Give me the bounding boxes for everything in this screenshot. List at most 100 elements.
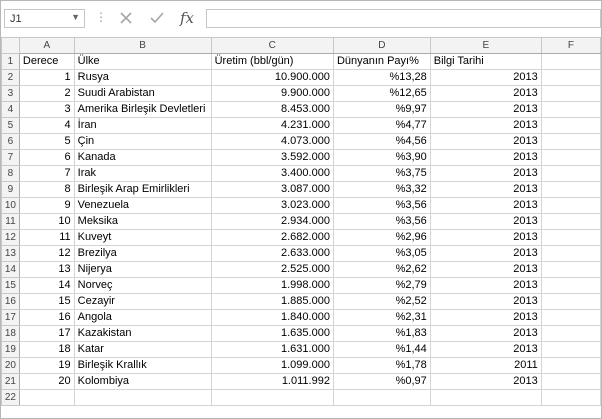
cell[interactable] <box>540 373 601 390</box>
row-header[interactable]: 4 <box>1 101 20 118</box>
cell-world-share[interactable]: %1,83 <box>332 325 431 342</box>
cell-production[interactable]: 1.011.992 <box>210 373 334 390</box>
insert-function-icon[interactable]: fx <box>179 9 194 27</box>
check-icon[interactable] <box>145 6 169 30</box>
header-cell-world-share[interactable]: Dünyanın Payı% <box>332 53 431 70</box>
cell-world-share[interactable]: %1,78 <box>332 357 431 374</box>
cell-country[interactable] <box>73 389 212 406</box>
row-header[interactable]: 14 <box>1 261 20 278</box>
cell-production[interactable]: 4.231.000 <box>210 117 334 134</box>
cell[interactable] <box>540 213 601 230</box>
cell-rank[interactable]: 16 <box>18 309 75 326</box>
cell-world-share[interactable]: %2,79 <box>332 277 431 294</box>
row-header[interactable]: 17 <box>1 309 20 326</box>
cell-rank[interactable]: 2 <box>18 85 75 102</box>
cell-country[interactable]: Kolombiya <box>73 373 212 390</box>
cell-world-share[interactable]: %12,65 <box>332 85 431 102</box>
cell-country[interactable]: Nijerya <box>73 261 212 278</box>
cell-data-date[interactable]: 2013 <box>429 261 542 278</box>
cell-production[interactable]: 1.998.000 <box>210 277 334 294</box>
cell[interactable] <box>540 357 601 374</box>
row-header[interactable]: 21 <box>1 373 20 390</box>
cell-rank[interactable]: 8 <box>18 181 75 198</box>
cell-production[interactable] <box>210 389 334 406</box>
row-header[interactable]: 15 <box>1 277 20 294</box>
cell-rank[interactable]: 5 <box>18 133 75 150</box>
cell-country[interactable]: Suudi Arabistan <box>73 85 212 102</box>
cell-data-date[interactable]: 2013 <box>429 181 542 198</box>
formula-input[interactable] <box>206 9 601 28</box>
row-header[interactable]: 9 <box>1 181 20 198</box>
column-header-f[interactable]: F <box>540 37 601 54</box>
select-all-corner[interactable] <box>1 37 20 54</box>
cell-country[interactable]: Meksika <box>73 213 212 230</box>
cell[interactable] <box>540 117 601 134</box>
cell-production[interactable]: 3.087.000 <box>210 181 334 198</box>
cell[interactable] <box>540 85 601 102</box>
cell-country[interactable]: Norveç <box>73 277 212 294</box>
cell[interactable] <box>540 277 601 294</box>
cell-world-share[interactable]: %3,90 <box>332 149 431 166</box>
cell-country[interactable]: İran <box>73 117 212 134</box>
header-cell-rank[interactable]: Derece <box>18 53 75 70</box>
cell-rank[interactable]: 12 <box>18 245 75 262</box>
cell-world-share[interactable]: %9,97 <box>332 101 431 118</box>
cell[interactable] <box>540 197 601 214</box>
row-header[interactable]: 1 <box>1 53 20 70</box>
cell[interactable] <box>540 325 601 342</box>
cell-country[interactable]: Birleşik Krallık <box>73 357 212 374</box>
cell[interactable] <box>540 101 601 118</box>
cell-data-date[interactable]: 2013 <box>429 373 542 390</box>
cell-production[interactable]: 1.840.000 <box>210 309 334 326</box>
cell-production[interactable]: 2.682.000 <box>210 229 334 246</box>
cell-rank[interactable]: 9 <box>18 197 75 214</box>
cell-data-date[interactable]: 2013 <box>429 325 542 342</box>
cell[interactable] <box>540 229 601 246</box>
row-header[interactable]: 13 <box>1 245 20 262</box>
cell-rank[interactable]: 19 <box>18 357 75 374</box>
cell[interactable] <box>540 181 601 198</box>
row-header[interactable]: 10 <box>1 197 20 214</box>
cell-rank[interactable]: 6 <box>18 149 75 166</box>
row-header[interactable]: 12 <box>1 229 20 246</box>
cell-world-share[interactable]: %4,77 <box>332 117 431 134</box>
cell-world-share[interactable]: %3,32 <box>332 181 431 198</box>
cell[interactable] <box>540 149 601 166</box>
row-header[interactable]: 18 <box>1 325 20 342</box>
cell-country[interactable]: Çin <box>73 133 212 150</box>
row-header[interactable]: 16 <box>1 293 20 310</box>
cell-production[interactable]: 3.023.000 <box>210 197 334 214</box>
cell-country[interactable]: Angola <box>73 309 212 326</box>
cell-country[interactable]: Irak <box>73 165 212 182</box>
row-header[interactable]: 19 <box>1 341 20 358</box>
cell-data-date[interactable]: 2013 <box>429 69 542 86</box>
cell-world-share[interactable]: %2,62 <box>332 261 431 278</box>
cell-country[interactable]: Cezayir <box>73 293 212 310</box>
cell-data-date[interactable]: 2013 <box>429 133 542 150</box>
cell-world-share[interactable]: %3,05 <box>332 245 431 262</box>
cell-production[interactable]: 9.900.000 <box>210 85 334 102</box>
cell-data-date[interactable]: 2013 <box>429 197 542 214</box>
cell-world-share[interactable]: %2,52 <box>332 293 431 310</box>
cell-country[interactable]: Amerika Birleşik Devletleri <box>73 101 212 118</box>
row-header[interactable]: 5 <box>1 117 20 134</box>
cell-rank[interactable] <box>18 389 75 406</box>
cell-country[interactable]: Katar <box>73 341 212 358</box>
cell-world-share[interactable]: %13,28 <box>332 69 431 86</box>
row-header[interactable]: 7 <box>1 149 20 166</box>
cell-production[interactable]: 10.900.000 <box>210 69 334 86</box>
cell[interactable] <box>540 389 601 406</box>
cell-world-share[interactable]: %1,44 <box>332 341 431 358</box>
cell-country[interactable]: Venezuela <box>73 197 212 214</box>
cell-rank[interactable]: 17 <box>18 325 75 342</box>
chevron-down-icon[interactable]: ▼ <box>71 12 80 22</box>
cell-production[interactable]: 1.099.000 <box>210 357 334 374</box>
column-header-c[interactable]: C <box>210 37 334 54</box>
cell-world-share[interactable] <box>332 389 431 406</box>
row-header[interactable]: 3 <box>1 85 20 102</box>
header-cell-production[interactable]: Üretim (bbl/gün) <box>210 53 334 70</box>
cell-data-date[interactable]: 2013 <box>429 309 542 326</box>
column-header-e[interactable]: E <box>429 37 542 54</box>
header-cell-country[interactable]: Ülke <box>73 53 212 70</box>
cell-rank[interactable]: 15 <box>18 293 75 310</box>
